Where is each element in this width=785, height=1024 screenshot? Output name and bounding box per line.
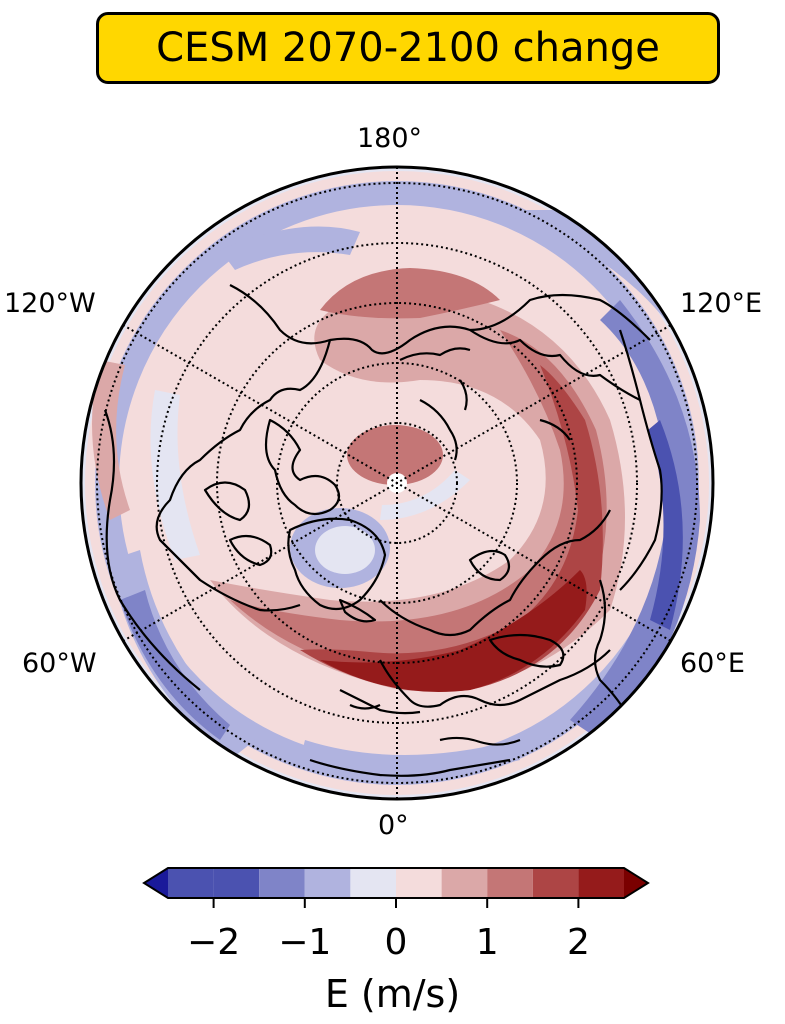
colorbar-extend-max — [624, 868, 648, 898]
colorbar-outline — [142, 867, 650, 899]
colorbar-segment — [532, 868, 579, 898]
lon-label-upper-right: 120°E — [680, 288, 763, 319]
coastlines — [103, 284, 663, 777]
colorbar-tick-label: 0 — [384, 922, 408, 963]
colorbar-segments — [142, 867, 650, 899]
colorbar-label: E (m/s) — [324, 972, 461, 1016]
lon-label-upper-left: 120°W — [4, 288, 96, 319]
colorbar-segment — [168, 868, 214, 898]
lon-label-lower-right: 60°E — [680, 648, 745, 679]
title-box: CESM 2070-2100 change — [96, 12, 720, 84]
colorbar-tick-label: 1 — [475, 922, 499, 963]
colorbar-ticks — [212, 898, 580, 908]
colorbar-segment — [487, 868, 533, 898]
lon-label-lower-left: 60°W — [22, 648, 97, 679]
colorbar-tick-label: −2 — [187, 922, 241, 963]
colorbar-tick-label: 2 — [566, 922, 590, 963]
map-boundary — [79, 165, 715, 801]
colorbar-segment — [259, 868, 305, 898]
colorbar-segment — [304, 868, 351, 898]
lon-label-top: 180° — [357, 123, 423, 154]
colorbar-segment — [441, 868, 488, 898]
colorbar-segment — [578, 868, 624, 898]
colorbar-segment — [350, 868, 396, 898]
lon-label-bottom: 0° — [378, 810, 409, 841]
colorbar-segment — [396, 868, 442, 898]
colorbar-segment — [213, 868, 260, 898]
colorbar-extend-min — [144, 868, 168, 898]
chart-title: CESM 2070-2100 change — [156, 25, 660, 71]
colorbar-tick-label: −1 — [278, 922, 332, 963]
